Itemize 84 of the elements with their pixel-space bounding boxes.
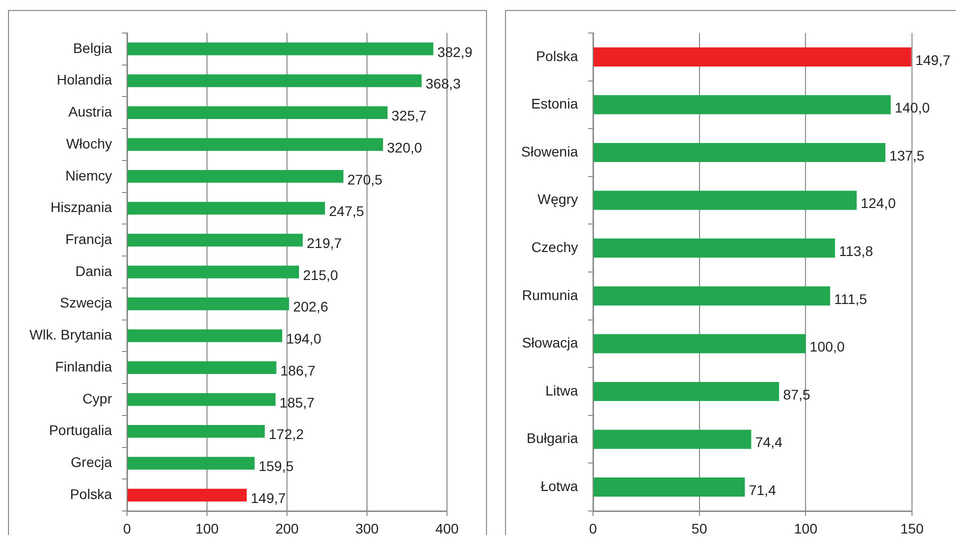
data-label: 71,4 bbox=[748, 482, 776, 498]
bar bbox=[128, 202, 325, 215]
y-tick-label: Słowenia bbox=[521, 143, 578, 160]
data-label: 111,5 bbox=[834, 290, 868, 307]
bar bbox=[128, 266, 299, 278]
bar bbox=[128, 361, 276, 374]
bar bbox=[594, 478, 745, 497]
data-label: 186,7 bbox=[280, 362, 316, 378]
y-tick-label: Hiszpania bbox=[50, 199, 112, 216]
y-tick-label: Estonia bbox=[531, 96, 578, 112]
y-tick-label: Francja bbox=[65, 230, 112, 247]
x-tick-label: 100 bbox=[794, 520, 818, 536]
bar bbox=[594, 142, 886, 162]
data-label: 247,5 bbox=[329, 203, 364, 220]
x-tick-label: 0 bbox=[123, 520, 132, 536]
bar bbox=[128, 424, 265, 438]
bar bbox=[594, 286, 830, 306]
y-tick-label: Rumunia bbox=[522, 286, 578, 303]
bar bbox=[128, 456, 255, 470]
data-label: 149,7 bbox=[250, 490, 286, 506]
y-tick-label: Dania bbox=[75, 262, 112, 279]
x-tick-label: 150 bbox=[900, 520, 924, 536]
y-tick-label: Polska bbox=[70, 486, 112, 502]
y-tick-label: Austria bbox=[68, 104, 112, 120]
y-tick-label: Polska bbox=[536, 48, 578, 64]
y-tick-label: Wlk. Brytania bbox=[30, 326, 112, 343]
data-label: 113,8 bbox=[839, 242, 874, 259]
bar bbox=[128, 393, 276, 406]
data-label: 124,0 bbox=[860, 195, 896, 212]
bar bbox=[128, 170, 344, 183]
bar bbox=[594, 382, 780, 402]
y-tick-label: Niemcy bbox=[65, 167, 112, 184]
bar bbox=[594, 430, 752, 449]
data-label: 87,5 bbox=[783, 386, 811, 402]
data-label: 149,7 bbox=[915, 52, 951, 68]
y-tick-label: Węgry bbox=[538, 191, 578, 208]
data-label: 100,0 bbox=[810, 338, 845, 355]
y-tick-label: Szwecja bbox=[60, 294, 112, 311]
x-tick-label: 200 bbox=[275, 520, 299, 536]
x-tick-label: 50 bbox=[692, 520, 708, 536]
data-label: 382,9 bbox=[437, 44, 473, 60]
y-tick-label: Cypr bbox=[82, 390, 112, 406]
bar bbox=[128, 488, 247, 502]
y-tick-label: Włochy bbox=[66, 135, 112, 152]
bar bbox=[594, 47, 912, 66]
y-tick-label: Holandia bbox=[56, 72, 112, 88]
bar bbox=[128, 42, 434, 56]
y-tick-label: Portugalia bbox=[48, 422, 112, 438]
data-label: 137,5 bbox=[889, 147, 925, 164]
data-label: 270,5 bbox=[347, 171, 383, 188]
bar bbox=[128, 234, 303, 247]
data-label: 185,7 bbox=[280, 394, 315, 410]
bar bbox=[128, 329, 282, 342]
data-label: 215,0 bbox=[303, 266, 338, 283]
data-label: 194,0 bbox=[286, 330, 322, 347]
y-tick-label: Belgia bbox=[73, 40, 112, 56]
y-tick-label: Czechy bbox=[531, 238, 578, 255]
bar bbox=[128, 106, 388, 120]
bar bbox=[128, 74, 422, 88]
data-label: 320,0 bbox=[387, 139, 422, 156]
y-tick-label: Bułgaria bbox=[526, 430, 578, 446]
x-tick-label: 300 bbox=[355, 520, 379, 536]
data-label: 325,7 bbox=[392, 108, 427, 124]
y-tick-label: Łotwa bbox=[540, 478, 578, 494]
data-label: 159,5 bbox=[258, 458, 294, 474]
y-tick-label: Grecja bbox=[70, 454, 112, 470]
data-label: 219,7 bbox=[306, 234, 342, 251]
x-tick-label: 0 bbox=[589, 520, 598, 536]
y-tick-label: Litwa bbox=[545, 382, 578, 398]
bar bbox=[594, 95, 891, 114]
data-label: 368,3 bbox=[426, 76, 461, 92]
x-tick-label: 400 bbox=[435, 520, 459, 536]
y-tick-label: Finlandia bbox=[55, 358, 112, 374]
data-label: 202,6 bbox=[293, 298, 328, 315]
data-label: 172,2 bbox=[268, 426, 304, 442]
data-label: 140,0 bbox=[894, 100, 930, 116]
data-label: 74,4 bbox=[755, 434, 783, 450]
y-tick-label: Słowacja bbox=[522, 334, 578, 351]
bar bbox=[594, 238, 836, 258]
bar bbox=[594, 190, 857, 210]
bar bbox=[128, 138, 383, 151]
bar bbox=[594, 334, 806, 354]
x-tick-label: 100 bbox=[195, 520, 219, 536]
bar bbox=[128, 297, 290, 310]
